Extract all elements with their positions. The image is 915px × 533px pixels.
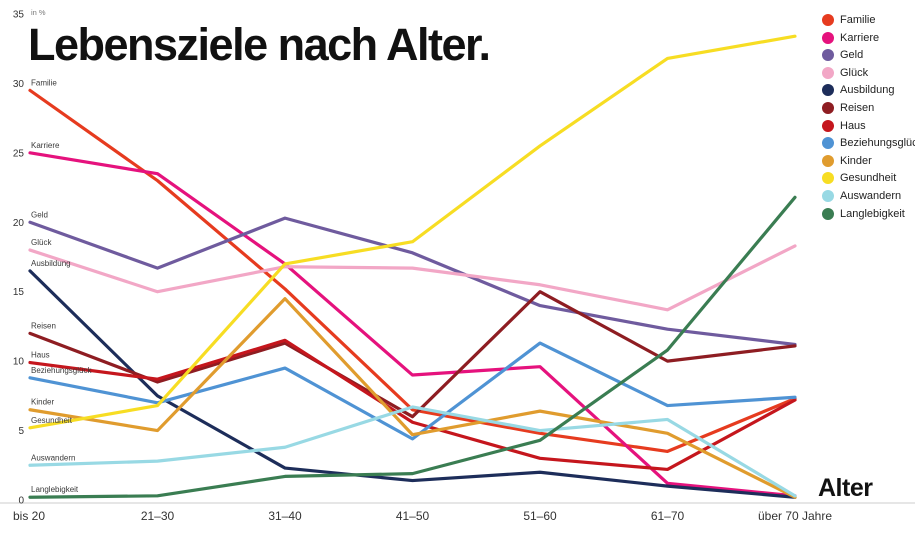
legend-item: Geld bbox=[822, 49, 915, 62]
y-tick-label: 30 bbox=[13, 79, 25, 90]
y-tick-label: 0 bbox=[18, 496, 24, 507]
series-start-label: Kinder bbox=[31, 398, 54, 407]
series-line-reisen bbox=[28, 290, 797, 419]
legend-item: Familie bbox=[822, 14, 915, 26]
legend-label: Reisen bbox=[840, 101, 875, 114]
legend-swatch bbox=[822, 119, 834, 132]
legend-item: Kinder bbox=[822, 154, 915, 167]
x-axis-title: Alter bbox=[818, 474, 873, 502]
legend-label: Beziehungsglück bbox=[840, 137, 915, 150]
series-start-label: Auswandern bbox=[31, 453, 75, 462]
legend-item: Ausbildung bbox=[822, 84, 915, 97]
y-tick-label: 10 bbox=[13, 357, 25, 368]
x-tick-label: 31–40 bbox=[268, 509, 302, 523]
series-line-geld bbox=[28, 216, 797, 347]
y-axis-unit: in % bbox=[31, 8, 46, 17]
legend-swatch bbox=[822, 101, 834, 114]
series-line-ausbildung bbox=[28, 269, 797, 499]
legend-swatch bbox=[822, 207, 834, 220]
legend-swatch bbox=[822, 14, 834, 26]
x-tick-label: 51–60 bbox=[523, 509, 557, 523]
series-line-haus bbox=[28, 338, 797, 472]
series-line-auswandern bbox=[28, 405, 797, 498]
legend-label: Ausbildung bbox=[840, 84, 895, 97]
legend-swatch bbox=[822, 49, 834, 62]
y-tick-label: 20 bbox=[13, 218, 25, 229]
legend-label: Haus bbox=[840, 119, 866, 132]
series-line-kinder bbox=[28, 297, 797, 499]
legend-label: Geld bbox=[840, 49, 864, 62]
series-start-label: Beziehungsglück bbox=[31, 366, 92, 375]
legend-swatch bbox=[822, 154, 834, 167]
legend-item: Reisen bbox=[822, 101, 915, 114]
x-tick-label: 41–50 bbox=[396, 509, 430, 523]
series-start-label: Karriere bbox=[31, 141, 60, 150]
legend-item: Karriere bbox=[822, 31, 915, 44]
series-line-glück bbox=[28, 244, 797, 312]
series-start-label: Gesundheit bbox=[31, 416, 73, 425]
legend-item: Auswandern bbox=[822, 189, 915, 202]
legend-swatch bbox=[822, 137, 834, 150]
series-start-label: Familie bbox=[31, 78, 57, 87]
legend-label: Karriere bbox=[840, 31, 880, 44]
legend-label: Glück bbox=[840, 66, 869, 79]
x-tick-label: bis 20 bbox=[13, 509, 45, 523]
legend-swatch bbox=[822, 31, 834, 44]
legend-label: Auswandern bbox=[840, 189, 902, 202]
legend-swatch bbox=[822, 66, 834, 79]
legend-swatch bbox=[822, 84, 834, 97]
series-start-label: Langlebigkeit bbox=[31, 485, 79, 494]
series-start-label: Glück bbox=[31, 238, 52, 247]
series-line-familie bbox=[28, 88, 797, 453]
series-start-label: Reisen bbox=[31, 321, 56, 330]
series-line-beziehungsglück bbox=[28, 341, 797, 441]
y-tick-label: 25 bbox=[13, 148, 25, 159]
legend-swatch bbox=[822, 172, 834, 185]
legend-item: Gesundheit bbox=[822, 172, 915, 185]
legend-item: Langlebigkeit bbox=[822, 207, 915, 220]
legend-label: Kinder bbox=[840, 154, 872, 167]
legend-item: Haus bbox=[822, 119, 915, 132]
series-start-label: Ausbildung bbox=[31, 259, 71, 268]
legend-swatch bbox=[822, 189, 834, 202]
legend-item: Glück bbox=[822, 66, 915, 79]
legend-item: Beziehungsglück bbox=[822, 137, 915, 150]
y-tick-label: 35 bbox=[13, 10, 25, 21]
legend-label: Langlebigkeit bbox=[840, 207, 905, 220]
x-tick-label: 21–30 bbox=[141, 509, 175, 523]
x-tick-label: 61–70 bbox=[651, 509, 685, 523]
legend: Familie Karriere Geld Glück Ausbildung Reisen… bbox=[822, 14, 915, 220]
legend-label: Gesundheit bbox=[840, 172, 897, 185]
series-line-gesundheit bbox=[28, 34, 797, 430]
series-start-label: Haus bbox=[31, 351, 50, 360]
series-line-karriere bbox=[28, 151, 797, 498]
series-start-label: Geld bbox=[31, 210, 48, 219]
series-line-langlebigkeit bbox=[28, 195, 797, 499]
x-tick-label: über 70 Jahre bbox=[758, 509, 832, 523]
y-tick-label: 5 bbox=[18, 426, 24, 437]
legend-label: Familie bbox=[840, 14, 876, 26]
y-tick-label: 15 bbox=[13, 287, 25, 298]
